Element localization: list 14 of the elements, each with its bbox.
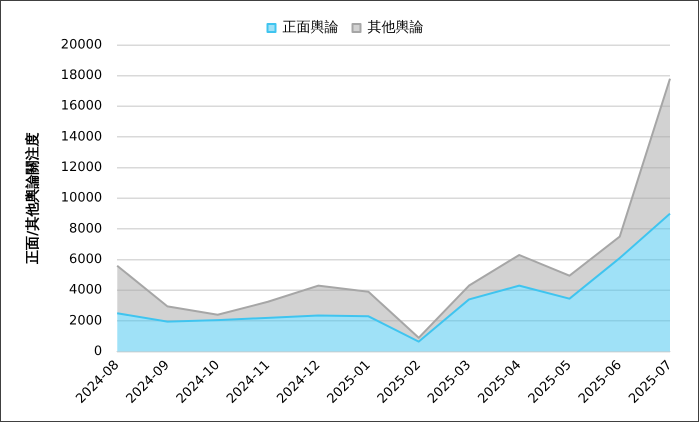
legend-label: 其他輿論: [368, 20, 424, 36]
y-tick-label: 12000: [60, 160, 102, 175]
y-tick-label: 6000: [69, 252, 102, 267]
y-tick-label: 16000: [60, 98, 102, 114]
y-tick-label: 0: [94, 344, 102, 359]
y-tick-label: 20000: [60, 37, 102, 52]
y-tick-label: 4000: [69, 282, 102, 298]
y-axis-title: 正面/其他輿論關注度: [24, 132, 42, 265]
y-tick-label: 10000: [60, 190, 102, 206]
y-tick-label: 14000: [60, 129, 102, 144]
y-tick-label: 2000: [69, 313, 102, 328]
y-tick-label: 18000: [60, 68, 102, 84]
legend-label: 正面輿論: [282, 20, 338, 36]
y-tick-label: 8000: [69, 221, 102, 236]
